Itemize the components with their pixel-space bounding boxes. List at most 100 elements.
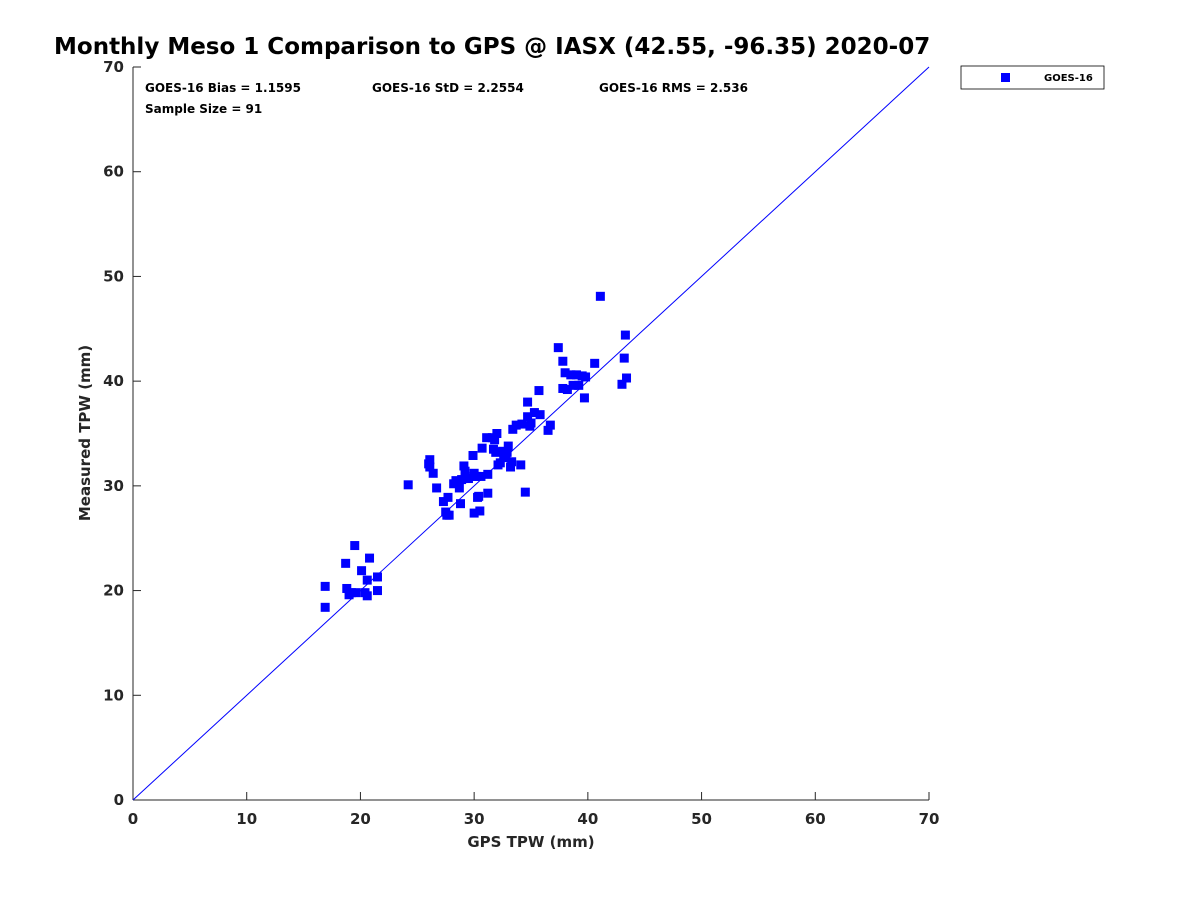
x-tick-label: 40: [577, 810, 598, 828]
data-point: [495, 458, 505, 468]
axes: 0 10 20 30 40 50 60 70 0 10 20 30 40 50 60 70: [103, 58, 939, 828]
legend-box: [960, 65, 1105, 90]
data-point: [341, 558, 351, 568]
stat-bias: GOES-16 Bias = 1.1595: [145, 81, 301, 95]
data-point: [590, 358, 600, 368]
x-axis-label: GPS TPW (mm): [467, 833, 594, 851]
data-point: [516, 460, 526, 470]
data-point: [503, 441, 513, 451]
data-point: [468, 450, 478, 460]
data-point: [438, 497, 448, 507]
data-point: [620, 330, 630, 340]
data-point: [362, 591, 372, 601]
x-tick-label: 10: [236, 810, 257, 828]
data-points: [320, 291, 632, 612]
data-point: [482, 433, 492, 443]
data-point: [454, 483, 464, 493]
y-tick-label: 70: [103, 58, 124, 76]
data-point: [543, 425, 553, 435]
data-point: [477, 443, 487, 453]
data-point: [357, 566, 367, 576]
data-point: [507, 457, 517, 467]
data-point: [459, 461, 469, 471]
data-point: [560, 368, 570, 378]
data-point: [451, 476, 461, 486]
data-point: [476, 471, 486, 481]
data-point: [362, 575, 372, 585]
data-point: [463, 474, 473, 484]
y-axis-label: Measured TPW (mm): [76, 345, 94, 521]
data-point: [579, 393, 589, 403]
data-point: [529, 408, 539, 418]
data-point: [403, 480, 413, 490]
data-point: [342, 583, 352, 593]
stat-sample-size: Sample Size = 91: [145, 102, 262, 116]
legend-marker-goes16: [1001, 73, 1010, 82]
data-point: [523, 397, 533, 407]
data-point: [492, 429, 502, 438]
data-point: [595, 291, 605, 301]
y-tick-label: 60: [103, 163, 124, 181]
data-point: [562, 385, 572, 395]
data-point: [490, 435, 500, 445]
data-point: [474, 491, 484, 501]
data-point: [432, 483, 442, 493]
x-tick-label: 0: [128, 810, 138, 828]
y-tick-label: 50: [103, 267, 124, 285]
data-point: [428, 468, 438, 478]
data-point: [617, 379, 627, 389]
legend: GOES-16: [960, 65, 1105, 90]
one-to-one-line: [132, 66, 930, 801]
stat-rms: GOES-16 RMS = 2.536: [599, 81, 748, 95]
data-point: [566, 370, 576, 380]
data-point: [574, 380, 584, 390]
x-tick-label: 60: [805, 810, 826, 828]
data-point: [511, 420, 521, 430]
data-point: [619, 353, 629, 363]
data-point: [517, 419, 527, 429]
data-point: [425, 462, 435, 472]
x-tick-label: 20: [350, 810, 371, 828]
data-point: [475, 506, 485, 516]
data-point: [520, 487, 530, 497]
data-point: [320, 581, 330, 591]
y-tick-label: 0: [114, 791, 124, 809]
x-tick-label: 30: [464, 810, 485, 828]
data-point: [571, 370, 581, 380]
x-tick-label: 50: [691, 810, 712, 828]
data-point: [351, 588, 361, 598]
data-point: [460, 466, 470, 476]
data-point: [443, 492, 453, 502]
data-point: [372, 572, 382, 582]
data-point: [506, 462, 516, 472]
data-point: [502, 447, 512, 457]
data-point: [535, 410, 545, 420]
data-point: [491, 447, 501, 457]
legend-label-goes16: GOES-16: [1044, 73, 1093, 84]
stat-std: GOES-16 StD = 2.2554: [372, 81, 524, 95]
data-point: [425, 455, 435, 465]
data-point: [581, 372, 591, 382]
data-point: [350, 541, 360, 551]
data-point: [346, 588, 356, 598]
y-tick-label: 20: [103, 582, 124, 600]
y-tick-label: 10: [103, 686, 124, 704]
chart-title: Monthly Meso 1 Comparison to GPS @ IASX …: [54, 34, 930, 60]
data-point: [457, 475, 467, 485]
data-point: [558, 356, 568, 366]
data-point: [471, 471, 481, 481]
data-point: [553, 343, 563, 353]
data-point: [568, 380, 578, 390]
data-point: [320, 602, 330, 612]
x-tick-label: 70: [919, 810, 940, 828]
data-point: [483, 488, 493, 498]
data-point: [526, 418, 536, 428]
data-point: [365, 553, 375, 563]
data-point: [444, 510, 454, 520]
data-point: [455, 499, 465, 509]
data-point: [622, 373, 632, 383]
y-tick-label: 40: [103, 372, 124, 390]
data-point: [469, 508, 479, 518]
data-point: [523, 412, 533, 422]
